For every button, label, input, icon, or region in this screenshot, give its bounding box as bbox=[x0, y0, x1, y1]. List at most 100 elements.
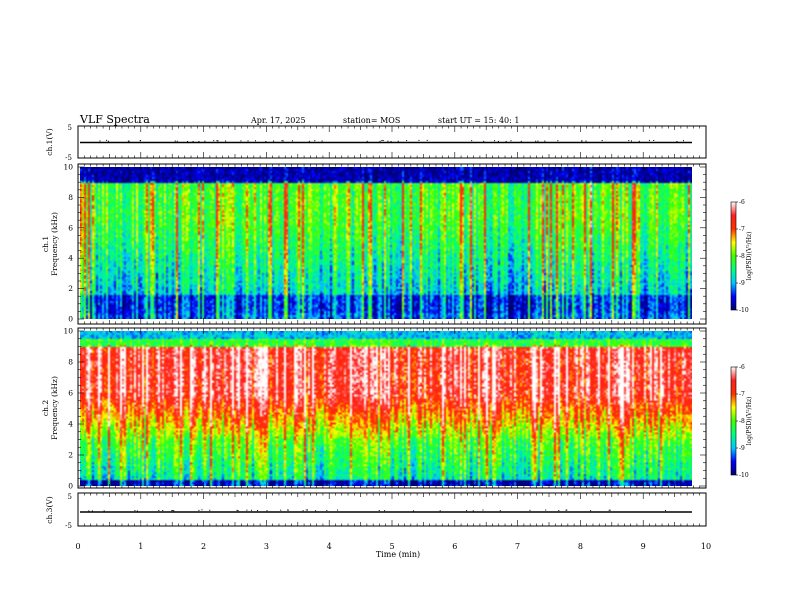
voltage-noise-mark bbox=[390, 140, 392, 142]
voltage-noise-mark bbox=[483, 140, 485, 142]
freq-tick-label: 10 bbox=[63, 327, 73, 336]
voltage-noise-mark bbox=[198, 509, 200, 511]
time-tick-label: 10 bbox=[701, 542, 711, 551]
voltage-noise-mark bbox=[439, 510, 441, 512]
colorbar-tick-label: -9 bbox=[739, 445, 745, 452]
voltage-noise-mark bbox=[171, 510, 173, 512]
voltage-noise-mark bbox=[187, 140, 189, 142]
ch1-ytick-top: 5 bbox=[68, 124, 72, 132]
voltage-noise-mark bbox=[308, 140, 310, 142]
voltage-noise-mark bbox=[601, 140, 603, 142]
freq-tick-label: 0 bbox=[68, 482, 73, 491]
ch2-spec-ylabel: ch.2 bbox=[41, 400, 50, 416]
colorbar-tick-label: -10 bbox=[739, 307, 749, 314]
voltage-noise-mark bbox=[88, 510, 90, 512]
voltage-noise-mark bbox=[216, 140, 218, 142]
freq-tick-label: 0 bbox=[68, 315, 73, 324]
ch3-voltage-ylabel: ch.3(V) bbox=[45, 496, 54, 524]
ch1-freq-ticks: 0 2 4 6 8 10 bbox=[63, 163, 706, 324]
voltage-noise-mark bbox=[127, 140, 129, 142]
colorbar-tick-label: -6 bbox=[739, 199, 745, 206]
voltage-noise-mark bbox=[174, 140, 176, 142]
time-ticks bbox=[77, 126, 707, 526]
ch2-colorbar: -6 -7 -8 -9 -10 log(PSD)(V²/Hz) bbox=[730, 364, 753, 479]
voltage-noise-mark bbox=[134, 510, 136, 512]
voltage-noise-mark bbox=[529, 509, 531, 511]
voltage-noise-mark bbox=[497, 140, 499, 142]
voltage-noise-mark bbox=[382, 140, 384, 142]
freq-tick-label: 6 bbox=[68, 223, 73, 232]
voltage-noise-mark bbox=[287, 509, 289, 511]
voltage-noise-mark bbox=[366, 140, 368, 142]
ch2-freq-ticks: 0 2 4 6 8 10 bbox=[63, 327, 706, 491]
time-tick-label: 1 bbox=[138, 542, 143, 551]
voltage-noise-mark bbox=[213, 140, 215, 142]
voltage-noise-mark bbox=[378, 510, 380, 512]
voltage-noise-mark bbox=[255, 140, 257, 142]
colorbar-tick-label: -7 bbox=[739, 391, 745, 398]
ch3-ytick-bottom: -5 bbox=[65, 522, 72, 530]
ch2-colorbar-scale bbox=[730, 366, 737, 476]
time-tick-label: 2 bbox=[201, 542, 206, 551]
voltage-noise-mark bbox=[466, 510, 468, 512]
voltage-noise-mark bbox=[307, 509, 309, 511]
voltage-noise-mark bbox=[173, 510, 175, 512]
ch3-ytick-top: 5 bbox=[68, 493, 72, 501]
ch1-voltage-ylabel: ch.1(V) bbox=[45, 128, 54, 156]
voltage-noise-mark bbox=[162, 510, 164, 512]
voltage-noise-mark bbox=[510, 140, 512, 142]
voltage-noise-mark bbox=[91, 510, 93, 512]
time-axis-label: Time (min) bbox=[376, 550, 420, 559]
voltage-noise-mark bbox=[103, 510, 105, 512]
voltage-noise-mark bbox=[384, 510, 386, 512]
voltage-noise-mark bbox=[201, 509, 203, 511]
voltage-noise-mark bbox=[381, 139, 383, 141]
voltage-noise-mark bbox=[379, 140, 381, 142]
time-tick-labels: 0 1 2 3 4 5 6 7 8 9 10 bbox=[75, 542, 711, 551]
voltage-noise-mark bbox=[321, 140, 323, 142]
voltage-noise-mark bbox=[217, 140, 219, 142]
ch2-spectrogram-image bbox=[80, 331, 692, 486]
colorbar-tick-label: -10 bbox=[739, 472, 749, 479]
ch1-colorbar-scale bbox=[730, 201, 737, 311]
ch1-voltage-noise bbox=[99, 139, 685, 142]
voltage-noise-mark bbox=[609, 509, 611, 511]
colorbar-tick-label: -7 bbox=[739, 226, 745, 233]
voltage-noise-mark bbox=[337, 509, 339, 511]
voltage-noise-mark bbox=[99, 140, 101, 142]
freq-tick-label: 2 bbox=[68, 284, 73, 293]
voltage-noise-mark bbox=[683, 140, 685, 142]
voltage-noise-mark bbox=[281, 140, 283, 142]
time-tick-label: 4 bbox=[327, 542, 332, 551]
voltage-noise-mark bbox=[257, 510, 259, 512]
voltage-noise-mark bbox=[136, 510, 138, 512]
ch1-ytick-bottom: -5 bbox=[65, 154, 72, 162]
figure-title: VLF Spectra bbox=[79, 113, 150, 126]
voltage-noise-mark bbox=[106, 139, 108, 141]
voltage-noise-mark bbox=[240, 140, 242, 142]
voltage-noise-mark bbox=[545, 509, 547, 511]
ch2-colorbar-ticks: -6 -7 -8 -9 -10 bbox=[736, 364, 749, 479]
freq-tick-label: 10 bbox=[63, 163, 73, 172]
time-tick-label: 0 bbox=[75, 542, 80, 551]
voltage-noise-mark bbox=[628, 140, 630, 142]
freq-tick-label: 4 bbox=[68, 254, 73, 263]
voltage-noise-mark bbox=[204, 140, 206, 142]
voltage-noise-mark bbox=[676, 140, 678, 142]
voltage-noise-mark bbox=[581, 140, 583, 142]
time-tick-label: 7 bbox=[515, 542, 520, 551]
voltage-noise-mark bbox=[499, 510, 501, 512]
voltage-noise-mark bbox=[413, 510, 415, 512]
voltage-noise-mark bbox=[236, 509, 238, 511]
time-tick-label: 6 bbox=[452, 542, 457, 551]
voltage-noise-mark bbox=[265, 140, 267, 142]
voltage-noise-mark bbox=[426, 139, 428, 141]
voltage-noise-mark bbox=[140, 139, 142, 141]
voltage-noise-mark bbox=[505, 140, 507, 142]
voltage-noise-mark bbox=[418, 139, 420, 141]
ch1-colorbar-ticks: -6 -7 -8 -9 -10 bbox=[736, 199, 749, 314]
voltage-noise-mark bbox=[287, 509, 289, 511]
voltage-noise-mark bbox=[472, 510, 474, 512]
header-start-time: start UT = 15: 40: 1 bbox=[438, 116, 519, 125]
